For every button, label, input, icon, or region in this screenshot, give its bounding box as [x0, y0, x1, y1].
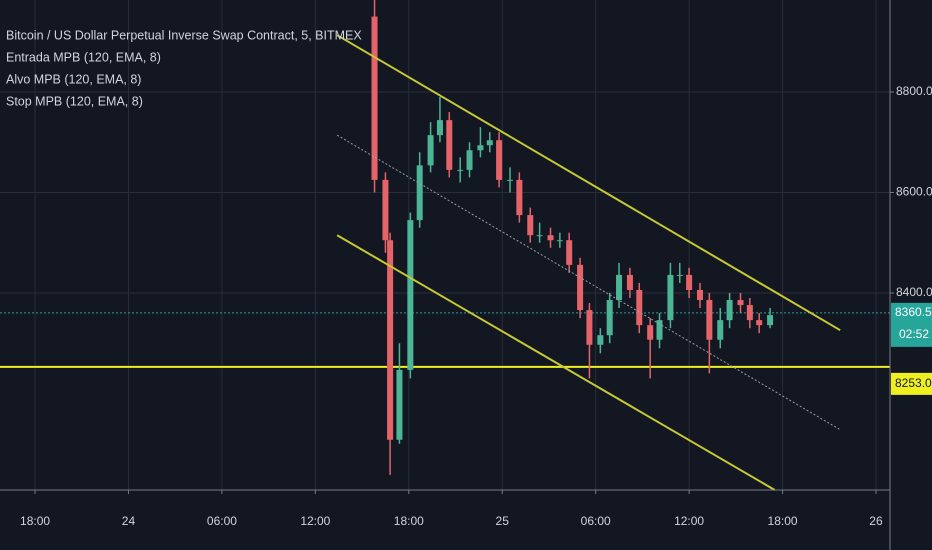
candle-body	[547, 235, 554, 241]
candle-body	[656, 320, 663, 340]
plot	[0, 0, 890, 491]
candle-body	[556, 240, 563, 242]
x-tick-label: 25	[496, 514, 510, 528]
candle-body	[597, 335, 604, 345]
candle-body	[626, 274, 633, 290]
candle-body	[647, 325, 654, 340]
chart-title: Bitcoin / US Dollar Perpetual Inverse Sw…	[6, 28, 362, 42]
candle-body	[396, 369, 403, 440]
candle-body	[717, 320, 724, 340]
candle-body	[737, 300, 744, 306]
axes: 8800.0 8600.0 8400.0 18:00 24 06:00 12:00 18:00…	[20, 84, 932, 528]
y-tick-label: 8600.0	[896, 185, 932, 199]
indicator-label: Stop MPB (120, EMA, 8)	[6, 94, 143, 108]
candle-body	[636, 289, 643, 326]
candle-body	[516, 179, 523, 216]
x-tick-label: 18:00	[20, 514, 50, 528]
y-tick-label: 8800.0	[896, 84, 932, 98]
candle-body	[746, 305, 753, 321]
candle-body	[457, 169, 464, 171]
candle-body	[767, 315, 774, 326]
candle-body	[486, 140, 493, 146]
channel-line	[336, 134, 841, 431]
x-tick-label: 18:00	[768, 514, 798, 528]
candle-body	[416, 165, 423, 221]
price-tag-label: 8253.0	[895, 376, 932, 390]
channel-line	[336, 34, 841, 332]
candle-body	[371, 16, 378, 180]
x-tick-label: 26	[869, 514, 883, 528]
candle-body	[586, 310, 593, 345]
candle-body	[606, 300, 613, 336]
x-tick-label: 18:00	[394, 514, 424, 528]
candle-body	[686, 274, 693, 290]
grid	[0, 0, 890, 490]
candle-body	[566, 240, 573, 265]
indicator-label: Alvo MPB (120, EMA, 8)	[6, 72, 141, 86]
candle-body	[726, 300, 733, 321]
candle-body	[496, 140, 503, 180]
candle-body	[697, 289, 704, 301]
candle-body	[616, 274, 623, 301]
price-tag	[891, 302, 932, 347]
x-tick-label: 12:00	[674, 514, 704, 528]
candle-body	[382, 179, 389, 241]
x-tick-label: 12:00	[300, 514, 330, 528]
candle-body	[577, 264, 584, 311]
x-tick-label: 06:00	[207, 514, 237, 528]
channel-line	[336, 234, 776, 491]
candle-body	[507, 179, 514, 181]
candle-body	[407, 220, 414, 370]
x-tick-label: 24	[122, 514, 136, 528]
candle-body	[536, 235, 543, 237]
candle-body	[387, 240, 394, 440]
candle-body	[667, 274, 674, 321]
candle-body	[427, 135, 434, 166]
candle-body	[756, 320, 763, 326]
candle-body	[706, 300, 713, 340]
candle-body	[676, 274, 683, 276]
candle-body	[436, 120, 443, 136]
candle-body	[477, 145, 484, 151]
price-tag-label: 8360.5	[895, 305, 932, 319]
x-tick-label: 06:00	[581, 514, 611, 528]
indicator-label: Entrada MPB (120, EMA, 8)	[6, 50, 161, 64]
candle-body	[446, 120, 453, 170]
candle-body	[527, 215, 534, 236]
y-tick-label: 8400.0	[896, 285, 932, 299]
candle-body	[466, 150, 473, 170]
countdown-label: 02:52	[899, 327, 929, 341]
price-tag	[891, 372, 932, 395]
